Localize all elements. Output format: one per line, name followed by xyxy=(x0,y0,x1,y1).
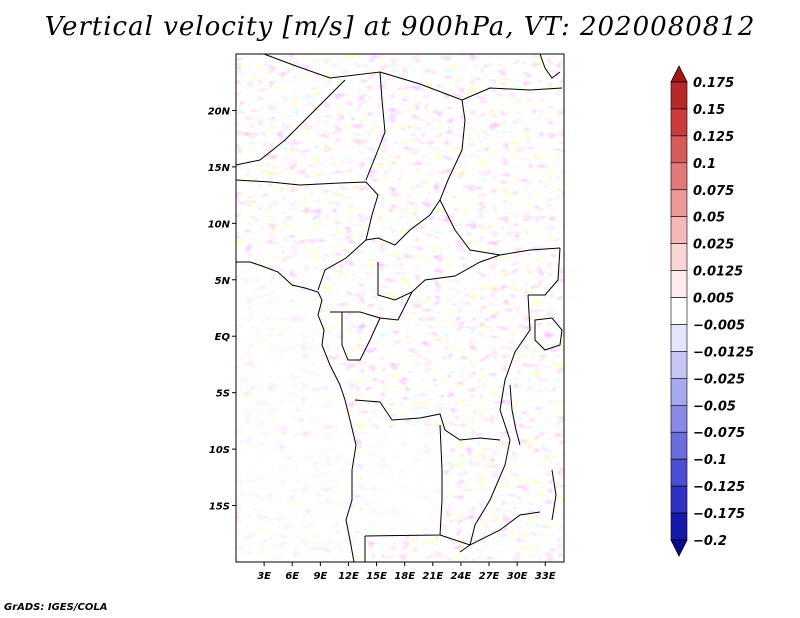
x-tick-label: 21E xyxy=(422,571,443,582)
y-tick-label: 5N xyxy=(215,276,231,287)
y-tick-label: 20N xyxy=(208,106,231,117)
colorbar-label: −0.125 xyxy=(693,480,745,495)
colorbar-swatch xyxy=(670,378,688,406)
colorbar-swatch xyxy=(670,324,688,352)
colorbar-label: 0.075 xyxy=(693,184,734,199)
colorbar-label: −0.175 xyxy=(693,507,745,522)
colorbar-top-arrow xyxy=(670,65,688,83)
colorbar-swatch xyxy=(670,351,688,379)
colorbar-label: −0.025 xyxy=(693,372,745,387)
colorbar-swatch xyxy=(670,81,688,110)
border-car xyxy=(377,254,501,301)
border-east-africa xyxy=(528,247,561,296)
x-tick-label: 24E xyxy=(451,571,472,582)
map-area xyxy=(236,54,564,562)
southern-calm-region xyxy=(362,425,445,535)
border-red-sea xyxy=(539,54,561,79)
border-drc-south xyxy=(354,399,501,441)
lake-malawi xyxy=(551,469,557,521)
colorbar-swatch xyxy=(670,108,688,137)
border-sahel xyxy=(236,179,379,291)
colorbar-label: 0.15 xyxy=(693,103,725,118)
y-tick-label: 5S xyxy=(216,389,230,400)
colorbar-label: −0.0125 xyxy=(693,345,754,360)
colorbar-swatch xyxy=(670,485,688,514)
colorbar-swatch xyxy=(670,270,688,298)
border-nigeria-cameroon xyxy=(365,199,441,246)
x-tick-label: 33E xyxy=(535,571,556,582)
colorbar-bottom-arrow xyxy=(670,539,688,557)
colorbar-swatch xyxy=(670,458,688,487)
colorbar-label: 0.05 xyxy=(693,211,725,226)
country-borders xyxy=(236,54,563,562)
x-tick-label: 6E xyxy=(285,571,299,582)
y-tick-label: EQ xyxy=(215,332,231,343)
colorbar-label: −0.1 xyxy=(693,453,727,468)
x-tick-label: 15E xyxy=(366,571,387,582)
colorbar-swatch xyxy=(670,135,688,164)
colorbar-swatch xyxy=(670,162,688,191)
border-east-2 xyxy=(461,87,563,101)
west-africa-coastline xyxy=(236,261,357,562)
x-tick-label: 27E xyxy=(479,571,500,582)
chart-title: Vertical velocity [m/s] at 900hPa, VT: 2… xyxy=(44,12,756,42)
colorbar-label: 0.025 xyxy=(693,238,734,253)
colorbar-label: −0.075 xyxy=(693,426,745,441)
colorbar-label: −0.2 xyxy=(693,534,727,549)
colorbar-swatch xyxy=(670,404,688,433)
colorbar-label: 0.175 xyxy=(693,76,734,91)
x-tick-label: 12E xyxy=(338,571,359,582)
border-drc-east xyxy=(459,294,531,553)
border-north-1 xyxy=(263,54,386,181)
colorbar-label: 0.0125 xyxy=(693,265,743,280)
colorbar-swatch xyxy=(670,431,688,460)
y-tick-label: 10S xyxy=(209,445,230,456)
y-axis-ticks: 20N 15N 10N 5N EQ 5S 10S 15S xyxy=(208,106,236,513)
border-zambia xyxy=(439,511,541,546)
y-tick-label: 15N xyxy=(208,163,231,174)
border-chad-sudan xyxy=(379,71,561,256)
lake-victoria xyxy=(534,317,563,351)
x-tick-label: 9E xyxy=(313,571,327,582)
atlantic-ocean-region xyxy=(236,268,355,562)
colorbar-swatch xyxy=(670,512,688,541)
colorbar-swatch xyxy=(670,216,688,244)
x-tick-label: 30E xyxy=(507,571,528,582)
colorbar-label: 0.005 xyxy=(693,292,734,307)
border-angola-zambia xyxy=(364,424,443,537)
y-tick-label: 10N xyxy=(208,219,231,230)
x-tick-label: 18E xyxy=(394,571,415,582)
grads-credit: GrADS: IGES/COLA xyxy=(4,602,108,613)
colorbar-label: 0.1 xyxy=(693,157,716,172)
map-frame xyxy=(235,53,565,563)
x-axis-ticks: 3E 6E 9E 12E 15E 18E 21E 24E 27E 30E 33E xyxy=(257,562,556,582)
colorbar-swatch xyxy=(670,243,688,271)
colorbar-swatch xyxy=(670,189,688,218)
colorbar-label: −0.05 xyxy=(693,399,736,414)
colorbar-label: −0.005 xyxy=(693,318,745,333)
lake-tanganyika xyxy=(509,384,521,446)
border-gabon xyxy=(341,312,381,361)
border-congo xyxy=(330,291,413,321)
border-north-2 xyxy=(236,79,346,166)
colorbar-label: 0.125 xyxy=(693,130,734,145)
y-tick-label: 15S xyxy=(209,502,230,513)
colorbar: 0.175 0.15 0.125 0.1 0.075 0.05 0.025 0.0125 0.0… xyxy=(670,65,754,557)
colorbar-swatch xyxy=(670,297,688,325)
x-tick-label: 3E xyxy=(257,571,271,582)
